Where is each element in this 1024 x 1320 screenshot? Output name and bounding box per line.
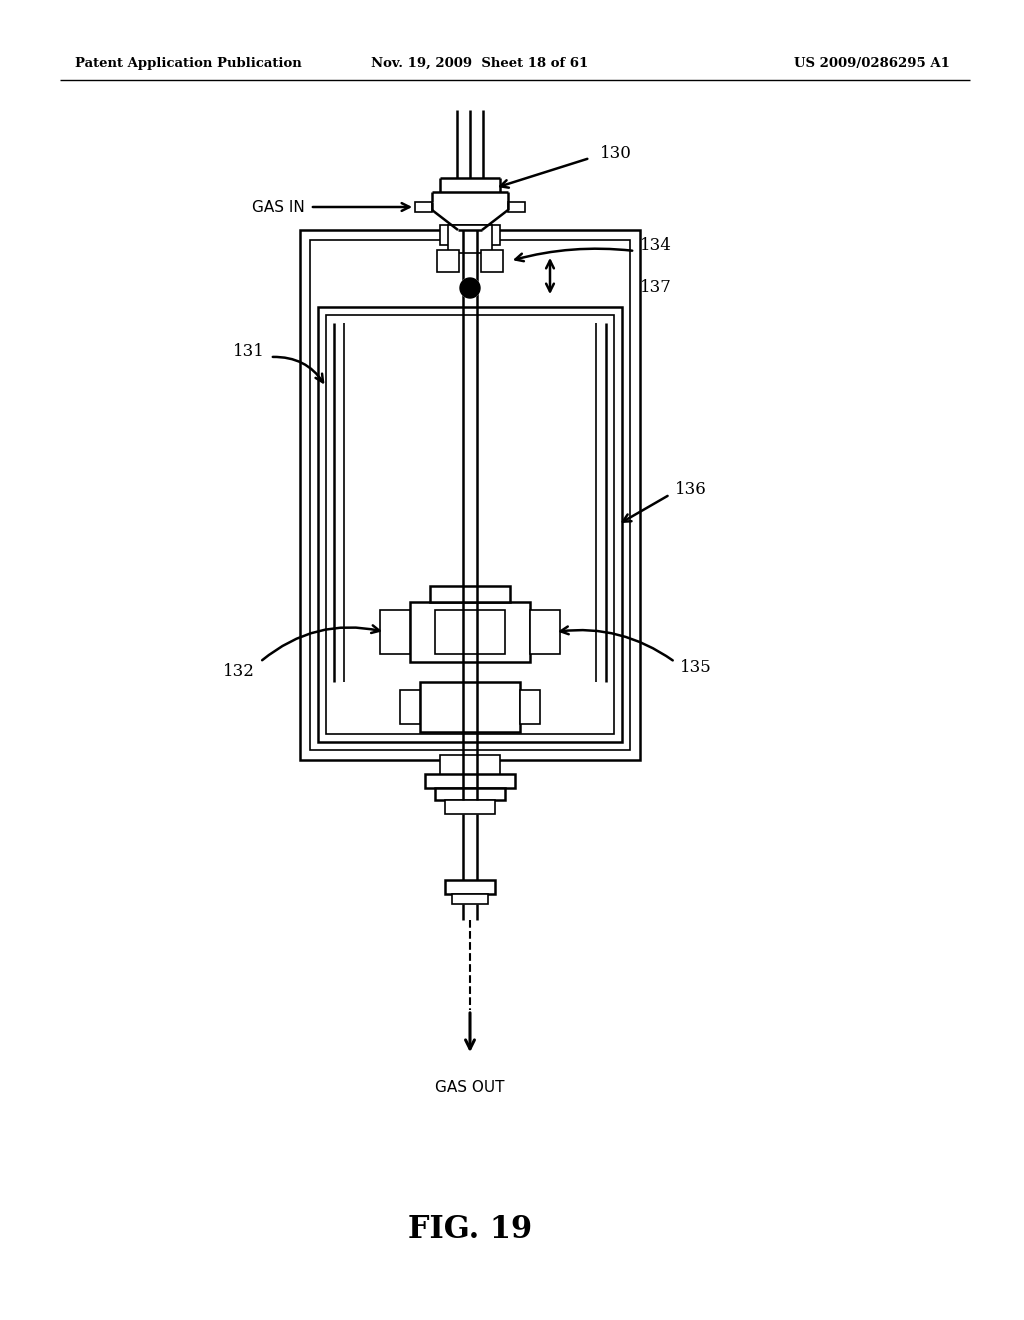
Text: 135: 135 <box>680 659 712 676</box>
Circle shape <box>460 279 480 298</box>
Bar <box>318 308 622 742</box>
Bar <box>445 880 495 894</box>
Bar <box>508 202 525 213</box>
Bar <box>481 249 503 272</box>
Bar <box>300 230 640 760</box>
Text: 136: 136 <box>675 480 707 498</box>
Bar <box>430 586 510 602</box>
Bar <box>530 610 560 653</box>
Bar <box>440 755 500 775</box>
Bar <box>326 315 614 734</box>
Text: GAS OUT: GAS OUT <box>435 1080 505 1096</box>
Bar <box>435 788 505 800</box>
Text: Nov. 19, 2009  Sheet 18 of 61: Nov. 19, 2009 Sheet 18 of 61 <box>372 57 589 70</box>
Bar <box>520 690 540 723</box>
Text: 137: 137 <box>640 279 672 296</box>
Bar <box>449 224 492 253</box>
Text: US 2009/0286295 A1: US 2009/0286295 A1 <box>795 57 950 70</box>
Circle shape <box>460 279 480 298</box>
Bar <box>420 682 520 733</box>
Bar <box>415 202 432 213</box>
Bar <box>440 224 500 246</box>
Text: Patent Application Publication: Patent Application Publication <box>75 57 302 70</box>
Text: 134: 134 <box>640 238 672 255</box>
Bar <box>410 602 530 663</box>
Bar <box>310 240 630 750</box>
Bar <box>437 249 459 272</box>
Text: GAS IN: GAS IN <box>252 199 305 214</box>
Text: 130: 130 <box>600 144 632 161</box>
Text: 132: 132 <box>223 664 255 681</box>
Bar <box>452 894 488 904</box>
Bar <box>380 610 410 653</box>
Text: FIG. 19: FIG. 19 <box>408 1214 532 1246</box>
Bar <box>400 690 420 723</box>
Bar <box>425 774 515 788</box>
Text: 131: 131 <box>233 343 265 360</box>
Bar <box>445 800 495 814</box>
Bar <box>435 610 505 653</box>
